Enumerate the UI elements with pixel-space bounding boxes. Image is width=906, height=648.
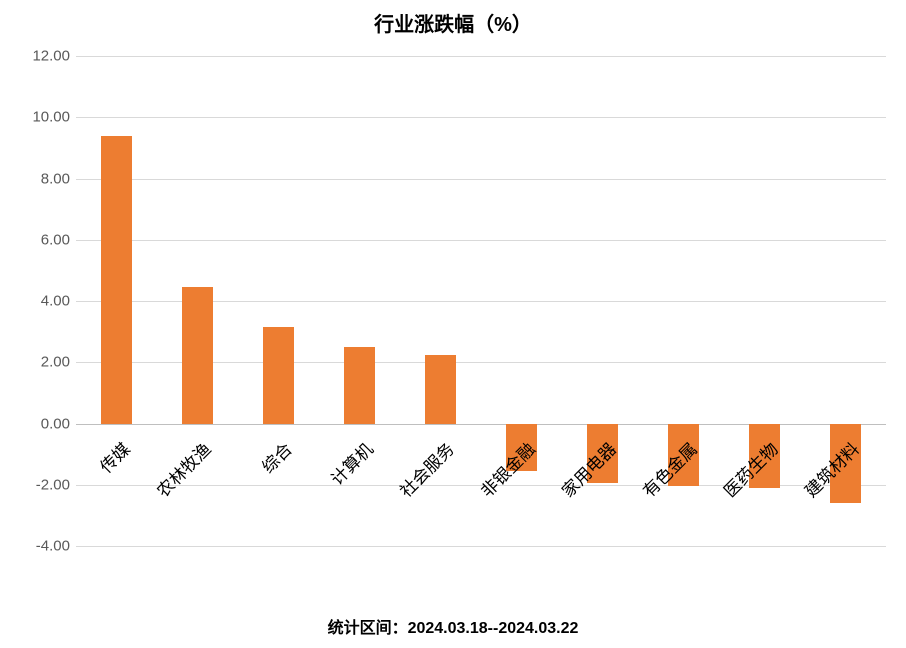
x-axis-label: 农林牧渔	[56, 436, 215, 595]
y-axis-label: 4.00	[41, 293, 70, 310]
bar	[182, 287, 213, 423]
bar	[344, 347, 375, 424]
y-axis-label: 8.00	[41, 170, 70, 187]
y-axis-label: 0.00	[41, 415, 70, 432]
x-axis-label: 计算机	[218, 436, 377, 595]
x-axis-label: 综合	[137, 436, 296, 595]
y-axis-label: 12.00	[32, 48, 70, 65]
gridline	[76, 240, 886, 241]
x-axis-label: 家用电器	[461, 436, 620, 595]
bar	[263, 327, 294, 423]
bar	[425, 355, 456, 424]
y-axis-label: 2.00	[41, 354, 70, 371]
chart-title: 行业涨跌幅（%）	[0, 8, 906, 37]
x-axis-label: 有色金属	[542, 436, 701, 595]
chart-footer: 统计区间：2024.03.18--2024.03.22	[0, 614, 906, 638]
plot-area: -4.00-2.000.002.004.006.008.0010.0012.00…	[76, 56, 886, 546]
x-axis-label: 非银金融	[380, 436, 539, 595]
chart-container: 行业涨跌幅（%） -4.00-2.000.002.004.006.008.001…	[0, 0, 906, 648]
bar	[101, 136, 132, 424]
x-axis-label: 社会服务	[299, 436, 458, 595]
gridline	[76, 179, 886, 180]
gridline	[76, 56, 886, 57]
y-axis-label: 6.00	[41, 231, 70, 248]
y-axis-label: 10.00	[32, 109, 70, 126]
x-axis-label: 建筑材料	[704, 436, 863, 595]
x-axis-label: 医药生物	[623, 436, 782, 595]
gridline	[76, 117, 886, 118]
